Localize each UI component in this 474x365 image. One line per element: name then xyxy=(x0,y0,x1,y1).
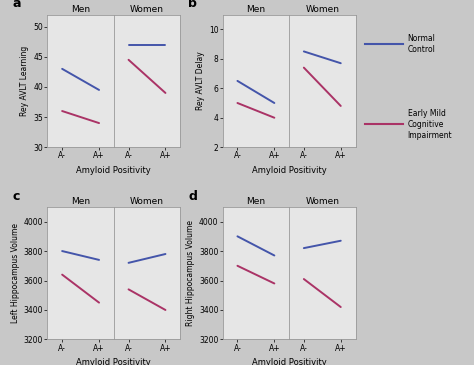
Title: Men: Men xyxy=(71,197,90,206)
Text: Normal
Control: Normal Control xyxy=(408,34,436,54)
Title: Men: Men xyxy=(246,5,265,14)
X-axis label: Amyloid Positivity: Amyloid Positivity xyxy=(76,358,151,365)
Title: Men: Men xyxy=(246,197,265,206)
Y-axis label: Right Hippocampus Volume: Right Hippocampus Volume xyxy=(186,220,195,326)
Title: Women: Women xyxy=(130,197,164,206)
Text: Early Mild
Cognitive
Impairment: Early Mild Cognitive Impairment xyxy=(408,108,452,140)
Y-axis label: Left Hippocampus Volume: Left Hippocampus Volume xyxy=(10,223,19,323)
Text: a: a xyxy=(13,0,21,10)
Title: Women: Women xyxy=(305,5,339,14)
Y-axis label: Rey AVLT Delay: Rey AVLT Delay xyxy=(196,51,205,110)
X-axis label: Amyloid Positivity: Amyloid Positivity xyxy=(252,358,327,365)
Title: Women: Women xyxy=(130,5,164,14)
X-axis label: Amyloid Positivity: Amyloid Positivity xyxy=(76,166,151,175)
Text: d: d xyxy=(188,190,197,203)
Title: Men: Men xyxy=(71,5,90,14)
Text: c: c xyxy=(13,190,20,203)
Y-axis label: Rey AVLT Learning: Rey AVLT Learning xyxy=(20,46,29,116)
X-axis label: Amyloid Positivity: Amyloid Positivity xyxy=(252,166,327,175)
Text: b: b xyxy=(188,0,197,10)
Title: Women: Women xyxy=(305,197,339,206)
